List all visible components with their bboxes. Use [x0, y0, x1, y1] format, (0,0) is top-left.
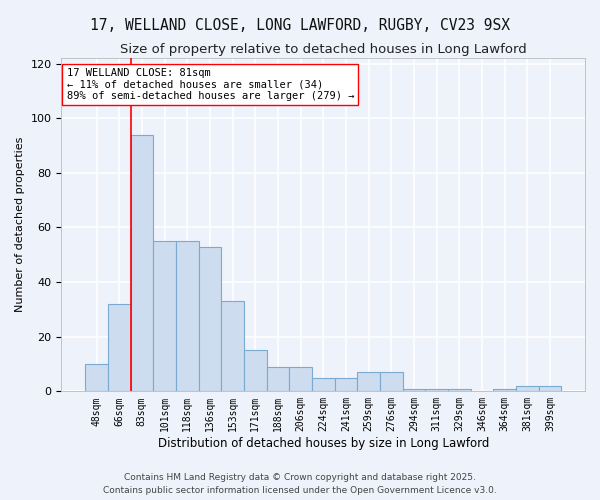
Y-axis label: Number of detached properties: Number of detached properties	[15, 137, 25, 312]
Bar	[312, 378, 335, 392]
Bar	[335, 378, 357, 392]
Bar	[244, 350, 266, 392]
Bar	[266, 366, 289, 392]
Bar	[357, 372, 380, 392]
Bar	[403, 388, 425, 392]
Bar	[539, 386, 561, 392]
Bar	[448, 388, 470, 392]
Text: 17 WELLAND CLOSE: 81sqm
← 11% of detached houses are smaller (34)
89% of semi-de: 17 WELLAND CLOSE: 81sqm ← 11% of detache…	[67, 68, 354, 102]
Bar	[221, 301, 244, 392]
Bar	[380, 372, 403, 392]
Bar	[493, 388, 516, 392]
Text: Contains HM Land Registry data © Crown copyright and database right 2025.
Contai: Contains HM Land Registry data © Crown c…	[103, 474, 497, 495]
Bar	[153, 241, 176, 392]
Bar	[108, 304, 131, 392]
X-axis label: Distribution of detached houses by size in Long Lawford: Distribution of detached houses by size …	[158, 437, 489, 450]
Text: 17, WELLAND CLOSE, LONG LAWFORD, RUGBY, CV23 9SX: 17, WELLAND CLOSE, LONG LAWFORD, RUGBY, …	[90, 18, 510, 32]
Bar	[425, 388, 448, 392]
Bar	[176, 241, 199, 392]
Title: Size of property relative to detached houses in Long Lawford: Size of property relative to detached ho…	[120, 42, 527, 56]
Bar	[289, 366, 312, 392]
Bar	[131, 134, 153, 392]
Bar	[199, 246, 221, 392]
Bar	[516, 386, 539, 392]
Bar	[85, 364, 108, 392]
